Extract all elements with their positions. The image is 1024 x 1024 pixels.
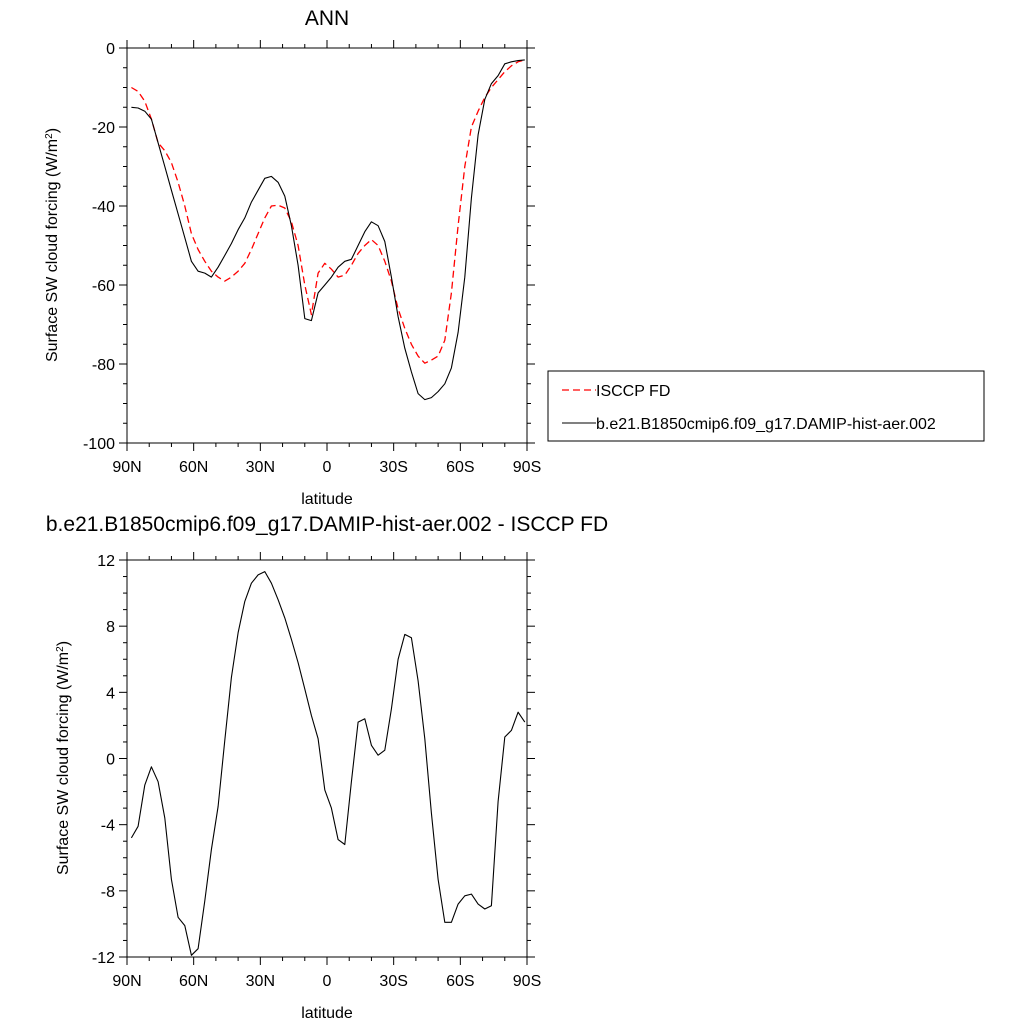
top-y-axis-label: Surface SW cloud forcing (W/m2)	[44, 128, 62, 362]
top-y-axis: 0 -20 -40 -60 -80 -100	[83, 41, 535, 453]
top-y-axis-label-sup: 2	[44, 133, 55, 139]
top-y-tick-label: 0	[106, 41, 115, 58]
bottom-y-axis-label-close: )	[55, 641, 72, 646]
bottom-chart: b.e21.B1850cmip6.f09_g17.DAMIP-hist-aer.…	[46, 513, 608, 1022]
top-y-tick-label: -40	[92, 199, 115, 216]
bottom-y-tick-label: -12	[92, 950, 115, 967]
top-x-axis-label: latitude	[301, 491, 353, 508]
legend-label-model: b.e21.B1850cmip6.f09_g17.DAMIP-hist-aer.…	[596, 416, 936, 433]
bottom-y-tick-label: 12	[97, 553, 115, 570]
top-y-axis-label-main: Surface SW cloud forcing (W/m	[44, 139, 61, 362]
top-x-tick-label: 90S	[513, 459, 541, 476]
top-x-tick-label: 60S	[446, 459, 474, 476]
top-chart: ANN 0-20-40-60-80-100 90N 60N 30N 0 30S 60S 90…	[44, 7, 985, 508]
bottom-y-axis-label-sup: 2	[55, 646, 66, 652]
top-x-axis: 90N 60N 30N 0 30S 60S 90S	[112, 40, 541, 476]
bottom-y-tick-label: -8	[101, 884, 115, 901]
bottom-series-group	[130, 571, 526, 956]
bottom-y-tick-label: 8	[106, 619, 115, 636]
top-series-line-0	[131, 59, 525, 364]
bottom-x-tick-label: 60N	[179, 973, 208, 990]
bottom-plot-frame	[126, 559, 528, 958]
top-series-line-1	[131, 59, 525, 401]
bottom-x-tick-label: 30N	[246, 973, 275, 990]
legend: ISCCP FD b.e21.B1850cmip6.f09_g17.DAMIP-…	[547, 370, 985, 442]
bottom-x-tick-label: 0	[323, 973, 332, 990]
bottom-y-axis-label: Surface SW cloud forcing (W/m2)	[55, 641, 73, 875]
bottom-chart-title: b.e21.B1850cmip6.f09_g17.DAMIP-hist-aer.…	[46, 513, 608, 536]
top-series-group	[131, 59, 525, 401]
top-y-tick-label: -60	[92, 278, 115, 295]
top-x-tick-label: 30S	[379, 459, 407, 476]
legend-box	[547, 370, 985, 442]
bottom-x-axis: 90N 60N 30N 0 30S 60S 90S	[112, 552, 541, 990]
bottom-x-tick-label: 90S	[513, 973, 541, 990]
bottom-y-tick-label: 0	[106, 752, 115, 769]
bottom-y-axis: 12 8 4 0 -4 -8 -12	[92, 553, 535, 967]
bottom-series-line-0	[130, 571, 526, 956]
bottom-y-tick-label: 4	[106, 685, 115, 702]
top-x-tick-label: 0	[323, 459, 332, 476]
bottom-x-tick-label: 90N	[112, 973, 141, 990]
legend-label-isccp-fd: ISCCP FD	[596, 383, 670, 400]
bottom-y-tick-label: -4	[101, 818, 115, 835]
top-y-tick-label: -80	[92, 357, 115, 374]
bottom-x-tick-label: 30S	[379, 973, 407, 990]
top-x-tick-label: 60N	[179, 459, 208, 476]
bottom-x-axis-label: latitude	[301, 1005, 353, 1022]
top-x-tick-label: 90N	[112, 459, 141, 476]
top-x-tick-label: 30N	[246, 459, 275, 476]
bottom-x-tick-label: 60S	[446, 973, 474, 990]
top-chart-title: ANN	[305, 7, 349, 30]
bottom-y-axis-label-main: Surface SW cloud forcing (W/m	[55, 652, 72, 875]
top-y-axis-label-close: )	[44, 128, 61, 133]
top-y-tick-label: -20	[92, 120, 115, 137]
top-y-tick-label: -100	[83, 436, 115, 453]
